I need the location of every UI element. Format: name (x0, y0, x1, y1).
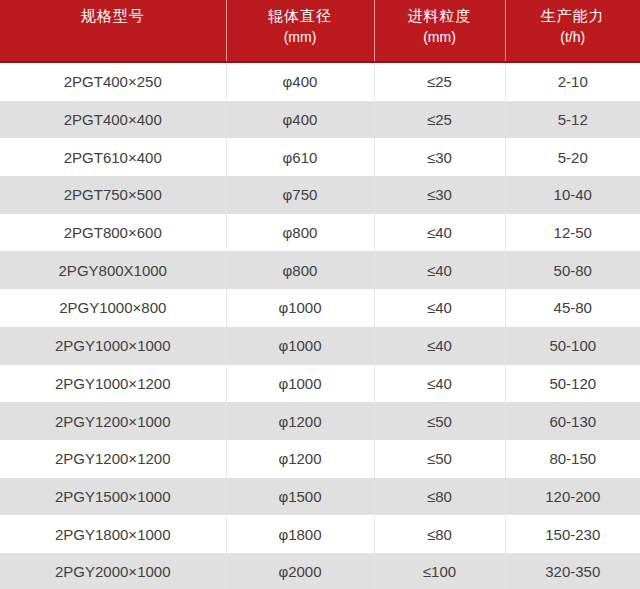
cell-model: 2PGY1000×1200 (0, 365, 226, 403)
cell-feed-size: ≤40 (374, 327, 505, 365)
header-label-feed-size: 进料粒度 (375, 6, 505, 25)
cell-feed-size: ≤30 (374, 176, 505, 214)
cell-capacity: 50-120 (505, 365, 640, 403)
cell-feed-size: ≤80 (374, 515, 505, 553)
cell-model: 2PGY2000×1000 (0, 553, 226, 589)
cell-roller-diameter: φ1200 (226, 402, 374, 440)
table-row: 2PGT610×400φ610≤305-20 (0, 138, 640, 176)
cell-capacity: 2-10 (505, 62, 640, 101)
cell-capacity: 50-100 (505, 327, 640, 365)
cell-roller-diameter: φ800 (226, 214, 374, 252)
table-row: 2PGT800×600φ800≤4012-50 (0, 214, 640, 252)
cell-roller-diameter: φ1200 (226, 440, 374, 478)
header-label-roller-diameter: 辊体直径 (227, 6, 374, 25)
cell-roller-diameter: φ1000 (226, 289, 374, 327)
spec-table-page: 规格型号 辊体直径 (mm) 进料粒度 (mm) 生产能力 (t/h) 2PGT… (0, 0, 640, 589)
table-body: 2PGT400×250φ400≤252-102PGT400×400φ400≤25… (0, 62, 640, 589)
cell-capacity: 5-20 (505, 138, 640, 176)
cell-capacity: 320-350 (505, 553, 640, 589)
cell-capacity: 60-130 (505, 402, 640, 440)
header-unit-capacity: (t/h) (506, 25, 640, 49)
cell-capacity: 45-80 (505, 289, 640, 327)
cell-capacity: 150-230 (505, 515, 640, 553)
table-row: 2PGY2000×1000φ2000≤100320-350 (0, 553, 640, 589)
cell-roller-diameter: φ400 (226, 62, 374, 101)
cell-model: 2PGT400×400 (0, 101, 226, 139)
cell-capacity: 50-80 (505, 251, 640, 289)
cell-feed-size: ≤40 (374, 365, 505, 403)
table-row: 2PGY1000×1000φ1000≤4050-100 (0, 327, 640, 365)
cell-model: 2PGT750×500 (0, 176, 226, 214)
table-row: 2PGT400×250φ400≤252-10 (0, 62, 640, 101)
cell-capacity: 12-50 (505, 214, 640, 252)
cell-feed-size: ≤40 (374, 251, 505, 289)
cell-feed-size: ≤50 (374, 402, 505, 440)
cell-model: 2PGY1000×1000 (0, 327, 226, 365)
cell-model: 2PGT610×400 (0, 138, 226, 176)
cell-feed-size: ≤80 (374, 478, 505, 516)
header-unit-feed-size: (mm) (375, 25, 505, 49)
cell-feed-size: ≤40 (374, 214, 505, 252)
cell-capacity: 5-12 (505, 101, 640, 139)
cell-roller-diameter: φ1800 (226, 515, 374, 553)
cell-roller-diameter: φ400 (226, 101, 374, 139)
cell-model: 2PGY1200×1200 (0, 440, 226, 478)
cell-model: 2PGY1200×1000 (0, 402, 226, 440)
cell-roller-diameter: φ750 (226, 176, 374, 214)
header-col-model: 规格型号 (0, 0, 226, 62)
table-row: 2PGY1800×1000φ1800≤80150-230 (0, 515, 640, 553)
cell-feed-size: ≤40 (374, 289, 505, 327)
table-row: 2PGY1000×800φ1000≤4045-80 (0, 289, 640, 327)
header-label-model: 规格型号 (0, 6, 226, 25)
header-label-capacity: 生产能力 (506, 6, 640, 25)
table-row: 2PGT750×500φ750≤3010-40 (0, 176, 640, 214)
cell-roller-diameter: φ2000 (226, 553, 374, 589)
table-header: 规格型号 辊体直径 (mm) 进料粒度 (mm) 生产能力 (t/h) (0, 0, 640, 62)
cell-feed-size: ≤30 (374, 138, 505, 176)
table-row: 2PGT400×400φ400≤255-12 (0, 101, 640, 139)
cell-capacity: 80-150 (505, 440, 640, 478)
table-row: 2PGY1500×1000φ1500≤80120-200 (0, 478, 640, 516)
header-row: 规格型号 辊体直径 (mm) 进料粒度 (mm) 生产能力 (t/h) (0, 0, 640, 62)
cell-roller-diameter: φ800 (226, 251, 374, 289)
cell-roller-diameter: φ1500 (226, 478, 374, 516)
cell-feed-size: ≤25 (374, 62, 505, 101)
cell-model: 2PGY1800×1000 (0, 515, 226, 553)
cell-feed-size: ≤100 (374, 553, 505, 589)
cell-capacity: 120-200 (505, 478, 640, 516)
table-row: 2PGY1200×1200φ1200≤5080-150 (0, 440, 640, 478)
header-col-capacity: 生产能力 (t/h) (505, 0, 640, 62)
cell-model: 2PGY800X1000 (0, 251, 226, 289)
header-col-feed-size: 进料粒度 (mm) (374, 0, 505, 62)
table-row: 2PGY800X1000φ800≤4050-80 (0, 251, 640, 289)
header-col-roller-diameter: 辊体直径 (mm) (226, 0, 374, 62)
cell-roller-diameter: φ610 (226, 138, 374, 176)
cell-roller-diameter: φ1000 (226, 365, 374, 403)
table-row: 2PGY1000×1200φ1000≤4050-120 (0, 365, 640, 403)
table-row: 2PGY1200×1000φ1200≤5060-130 (0, 402, 640, 440)
cell-roller-diameter: φ1000 (226, 327, 374, 365)
cell-model: 2PGY1000×800 (0, 289, 226, 327)
cell-feed-size: ≤50 (374, 440, 505, 478)
cell-model: 2PGY1500×1000 (0, 478, 226, 516)
cell-model: 2PGT400×250 (0, 62, 226, 101)
cell-capacity: 10-40 (505, 176, 640, 214)
spec-table: 规格型号 辊体直径 (mm) 进料粒度 (mm) 生产能力 (t/h) 2PGT… (0, 0, 640, 589)
cell-feed-size: ≤25 (374, 101, 505, 139)
cell-model: 2PGT800×600 (0, 214, 226, 252)
header-unit-roller-diameter: (mm) (227, 25, 374, 49)
